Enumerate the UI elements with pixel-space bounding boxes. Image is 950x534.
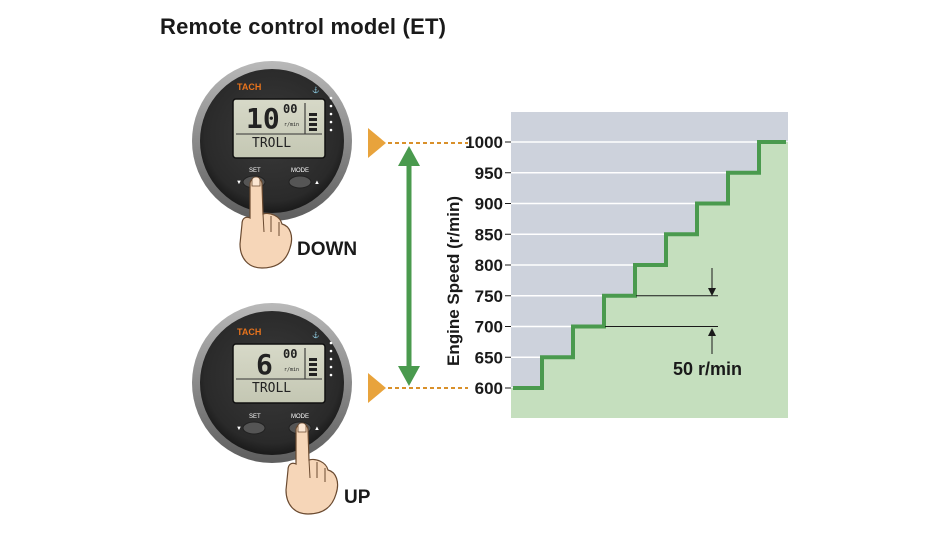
y-tick-label: 600 [475,379,503,398]
lcd-main-value: 10 [246,102,280,135]
pointer-triangle-bottom [368,373,386,403]
double-arrow-icon [398,146,420,386]
down-triangle-icon: ▼ [236,426,242,432]
up-triangle-icon: ▲ [314,426,320,432]
lcd-screen [232,98,326,159]
lcd-screen [232,343,326,404]
down-label: DOWN [297,239,357,260]
y-tick-label: 1000 [465,133,503,152]
y-tick-label: 800 [475,256,503,275]
lcd-sup-value: 00 [283,347,297,361]
gauge-up: TACH ⚓ 6 00 r/min TROLL SET MODE ▼ ▲ [192,303,371,515]
up-triangle-icon: ▲ [314,180,320,186]
lcd-bar-graph [304,103,317,134]
gauge-mini-icon: ⚓ [312,331,319,339]
lcd-bar-graph [304,348,317,379]
mode-button-label: MODE [291,414,309,420]
lcd-mode-text: TROLL [252,136,291,151]
y-tick-label: 850 [475,225,503,244]
y-tick-label: 900 [475,195,503,214]
chart-step-fill [511,142,788,418]
mode-button-label: MODE [291,168,309,174]
y-axis-label: Engine Speed (r/min) [444,196,463,366]
lcd-sup-value: 00 [283,102,297,116]
increment-label: 50 r/min [673,359,742,379]
gauge-brand-label: TACH [237,82,261,92]
lcd-mode-text: TROLL [252,381,291,396]
gauge-down: TACH ⚓ 10 00 r/min TROLL SET MODE ▼ ▲ [192,61,357,269]
y-tick-labels: 1000 950 900 850 800 750 700 650 600 [465,133,511,398]
lcd-unit: r/min [284,122,299,128]
set-button-label: SET [249,414,261,420]
lcd-unit: r/min [284,367,299,373]
pointer-triangle-top [368,128,386,158]
chart-step-line [513,140,786,390]
pointing-hand-icon [239,176,293,269]
increment-annotation: 50 r/min [605,268,742,379]
gauge-brand-label: TACH [237,327,261,337]
engine-speed-chart: 1000 950 900 850 800 750 700 650 600 Engine Spee… [444,112,788,418]
y-tick-label: 950 [475,164,503,183]
set-button[interactable] [242,421,266,435]
pointing-hand-icon [285,422,339,515]
y-tick-label: 750 [475,287,503,306]
up-label: UP [344,487,371,508]
lcd-main-value: 6 [256,348,273,381]
y-tick-label: 650 [475,348,503,367]
set-button-label: SET [249,168,261,174]
y-tick-label: 700 [475,318,503,337]
gauge-mini-icon: ⚓ [312,86,319,94]
down-triangle-icon: ▼ [236,180,242,186]
indicator-dots [329,341,333,377]
mode-button[interactable] [288,175,312,189]
indicator-dots [329,96,333,132]
page-title: Remote control model (ET) [160,14,447,39]
